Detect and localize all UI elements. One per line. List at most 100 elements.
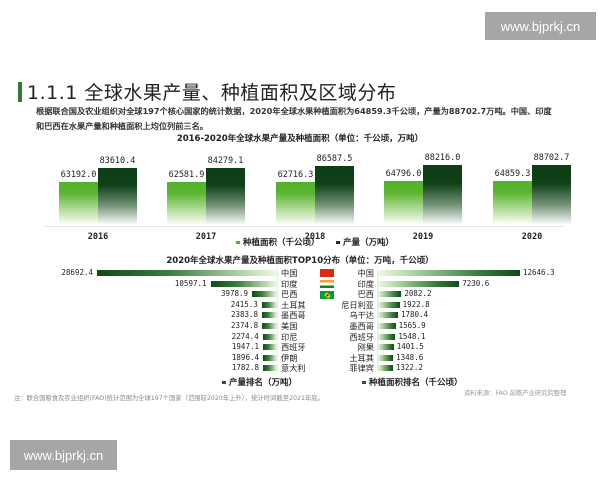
bar-output-2017 xyxy=(206,167,245,225)
right-country-label: 尼日利亚 xyxy=(341,299,374,310)
right-bar xyxy=(378,291,402,298)
bar-area-2016 xyxy=(59,181,98,225)
left-bar xyxy=(263,365,277,372)
x-tick-label: 2019 xyxy=(412,232,434,242)
bar-area-2019 xyxy=(384,180,423,225)
chart2-title: 2020年全球水果产量及种植面积TOP10分布（单位：万吨，千公顷） xyxy=(166,256,434,266)
india-flag-icon xyxy=(320,280,334,288)
left-value-label: 1782.8 xyxy=(231,363,259,373)
right-bar xyxy=(378,280,460,287)
left-bar xyxy=(261,301,277,308)
right-bar xyxy=(378,365,393,372)
right-country-label: 中国 xyxy=(357,268,374,278)
right-country-label: 刚果 xyxy=(357,342,374,353)
left-country-label: 墨西哥 xyxy=(281,310,306,321)
right-value-label: 2082.2 xyxy=(404,289,432,299)
right-value-label: 1565.9 xyxy=(398,321,426,330)
right-value-label: 1922.8 xyxy=(402,299,430,309)
bar-output-2016 xyxy=(98,168,137,225)
left-country-label: 巴西 xyxy=(281,289,298,300)
right-country-label: 巴西 xyxy=(357,289,374,300)
chart1-legend-output: 产量（万吨） xyxy=(336,236,394,248)
right-country-label: 土耳其 xyxy=(349,352,374,363)
right-bar xyxy=(378,270,520,276)
chart2-right-axis xyxy=(377,267,378,373)
x-tick-label: 2017 xyxy=(195,232,217,242)
intro-line-1: 根据联合国及农业组织对全球197个核心国家的统计数据，2020年全球水果种植面积… xyxy=(36,106,552,116)
value-label: 88702.7 xyxy=(533,152,570,163)
right-bar xyxy=(378,354,394,361)
left-country-label: 美国 xyxy=(281,321,298,331)
value-label: 88216.0 xyxy=(424,152,461,163)
left-bar xyxy=(263,354,277,361)
x-tick-label: 2018 xyxy=(304,232,326,242)
x-tick-label: 2016 xyxy=(87,232,109,242)
left-bar xyxy=(97,270,277,276)
left-bar xyxy=(262,323,277,329)
left-country-label: 西班牙 xyxy=(281,342,306,353)
value-label: 63192.0 xyxy=(60,169,97,180)
watermark-bottom-left: www.bjprkj.cn xyxy=(10,440,117,470)
bar-area-2020 xyxy=(493,180,532,225)
watermark-top-right: www.bjprkj.cn xyxy=(485,12,596,40)
left-bar xyxy=(263,344,277,351)
source-note: 资料来源：FAO 前瞻产业研究院整理 xyxy=(464,390,567,397)
left-country-label: 意大利 xyxy=(281,363,306,374)
bar-output-2020 xyxy=(532,164,571,225)
right-value-label: 7230.6 xyxy=(462,278,490,288)
legend-swatch-area xyxy=(236,241,240,244)
intro-line-2: 和巴西在水果产量和种植面积上均位列前三名。 xyxy=(36,121,208,131)
right-value-label: 12646.3 xyxy=(523,268,555,277)
bar-output-2019 xyxy=(423,164,462,225)
legend-swatch-output xyxy=(336,241,340,244)
page-title: 1.1.1 全球水果产量、种植面积及区域分布 xyxy=(27,82,397,104)
title-accent-bar xyxy=(18,82,22,102)
right-bar xyxy=(378,312,398,319)
value-label: 86587.5 xyxy=(316,153,353,164)
right-value-label: 1780.4 xyxy=(400,310,429,320)
right-bar xyxy=(378,323,396,329)
value-label: 84279.1 xyxy=(207,155,244,166)
value-label: 64859.3 xyxy=(494,168,531,179)
footnote: 注：联合国粮食及农业组织(FAO)统计范围为全球197个国家（范围较2020年上… xyxy=(14,395,324,402)
left-value-label: 2274.4 xyxy=(231,331,259,341)
left-bar xyxy=(262,312,277,319)
right-bar xyxy=(378,301,400,308)
left-value-label: 10597.1 xyxy=(174,278,207,288)
right-value-label: 1348.6 xyxy=(396,352,424,362)
left-country-label: 印尼 xyxy=(281,331,298,342)
bar-output-2018 xyxy=(315,165,354,225)
value-label: 62716.3 xyxy=(277,170,314,181)
right-country-label: 菲律宾 xyxy=(349,363,374,374)
x-tick-label: 2020 xyxy=(521,232,543,242)
left-country-label: 土耳其 xyxy=(281,299,306,310)
left-value-label: 2374.8 xyxy=(231,321,259,330)
left-country-label: 伊朗 xyxy=(281,352,298,363)
china-flag-icon xyxy=(320,269,334,277)
left-value-label: 3978.9 xyxy=(220,289,249,299)
left-value-label: 28692.4 xyxy=(61,268,93,277)
left-value-label: 1947.1 xyxy=(231,342,259,352)
value-label: 83610.4 xyxy=(99,156,136,166)
chart2-left-axis xyxy=(277,267,278,373)
left-value-label: 2383.8 xyxy=(230,310,259,320)
bar-area-2018 xyxy=(276,182,315,225)
right-country-label: 乌干达 xyxy=(349,310,374,321)
right-value-label: 1401.5 xyxy=(396,342,424,352)
chart2-legend-right: 种植面积排名（千公顷） xyxy=(362,376,463,388)
right-value-label: 1548.1 xyxy=(398,331,426,341)
bar-area-2017 xyxy=(167,182,206,225)
left-bar xyxy=(262,333,277,340)
left-bar xyxy=(210,280,277,287)
left-value-label: 1896.4 xyxy=(231,352,259,362)
right-country-label: 印度 xyxy=(357,278,374,289)
right-country-label: 墨西哥 xyxy=(349,321,374,331)
right-country-label: 西班牙 xyxy=(349,331,374,342)
value-label: 62581.9 xyxy=(168,170,205,181)
right-value-label: 1322.2 xyxy=(395,363,423,373)
left-country-label: 印度 xyxy=(281,278,298,289)
left-bar xyxy=(252,291,277,298)
chart1-x-axis xyxy=(44,226,564,227)
right-bar xyxy=(378,333,396,340)
brazil-flag-icon xyxy=(320,291,334,299)
